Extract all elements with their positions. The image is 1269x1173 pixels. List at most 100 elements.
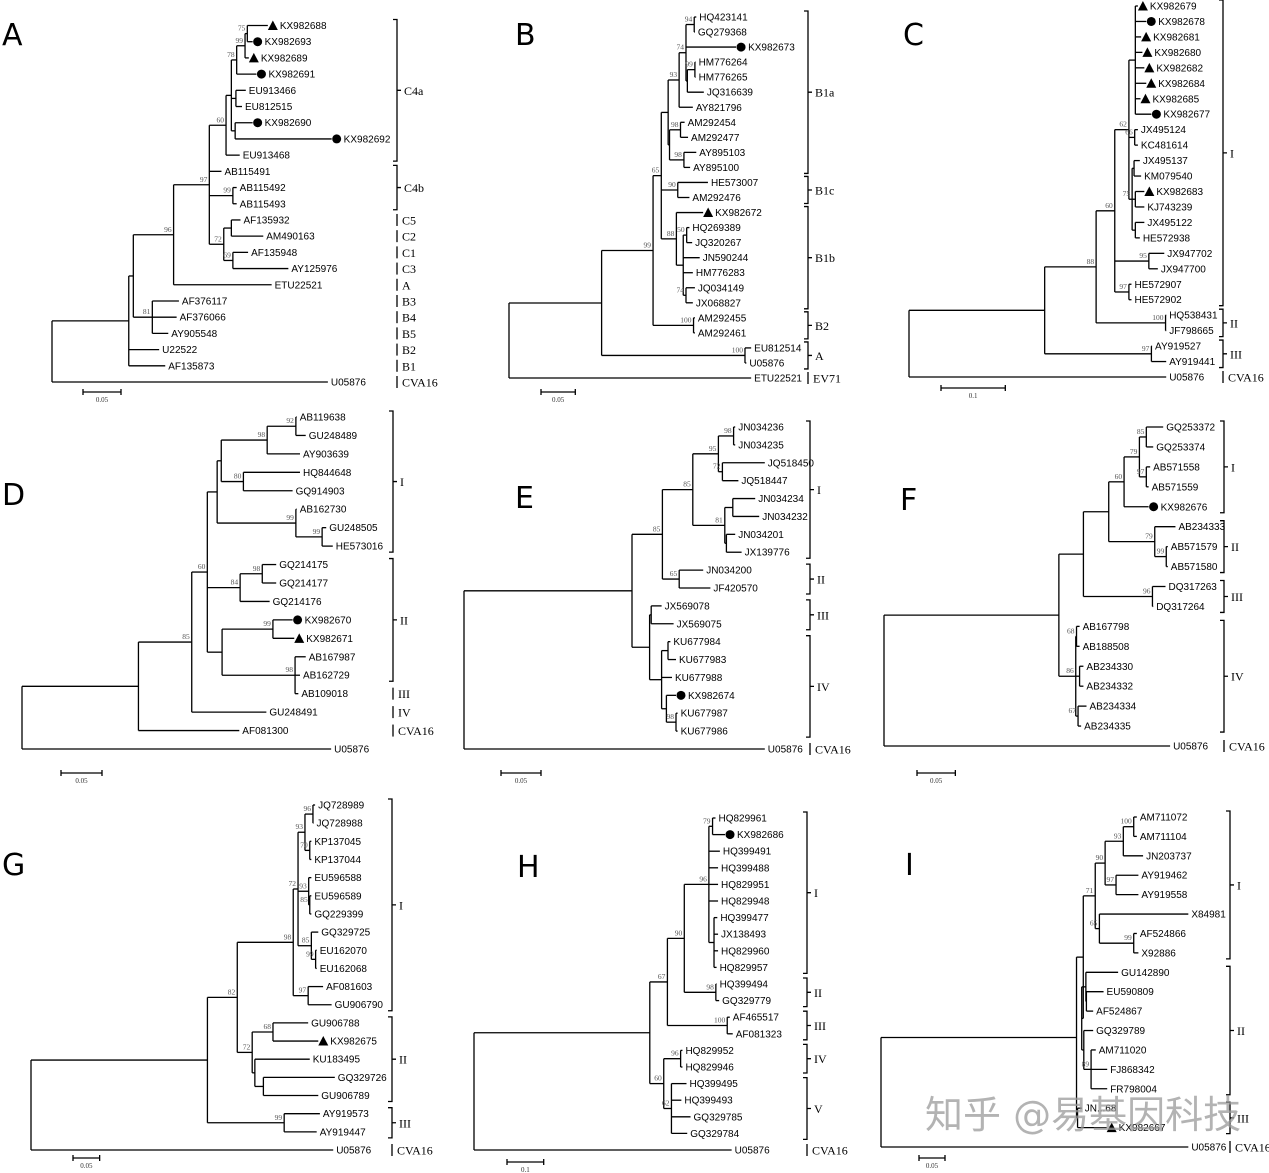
taxon-label: EU162070 — [320, 946, 368, 957]
bootstrap-value: 88 — [1087, 257, 1095, 266]
clade-label: CVA16 — [812, 1144, 848, 1158]
clade-label: B2 — [402, 343, 416, 357]
circle-marker-icon — [1151, 109, 1161, 119]
clade-bracket — [389, 410, 397, 553]
triangle-marker-icon — [294, 633, 305, 643]
scale-bar — [82, 389, 122, 395]
taxon-label: U05876 — [1191, 1143, 1226, 1154]
clade-label: I — [814, 886, 818, 900]
scale-bar — [72, 1155, 101, 1161]
taxon-label: KX982675 — [330, 1037, 377, 1048]
taxon-label: KX982670 — [305, 615, 352, 626]
clade-label: II — [1237, 1024, 1245, 1038]
clade-bracket — [1219, 0, 1227, 307]
clade-bracket — [806, 563, 814, 595]
taxon-label: AF524866 — [1140, 929, 1187, 940]
taxon-label: KU677984 — [673, 637, 721, 648]
bootstrap-value: 96 — [303, 804, 311, 813]
taxon-label: AB234334 — [1089, 702, 1136, 713]
taxon-label: GQ214176 — [273, 597, 322, 608]
clade-label: B5 — [402, 327, 416, 341]
taxon-label: HQ829960 — [721, 946, 770, 957]
clade-label: I — [399, 898, 403, 912]
bootstrap-value: 94 — [685, 15, 693, 24]
triangle-marker-icon — [1141, 31, 1152, 42]
taxon-label: KC481614 — [1141, 141, 1189, 152]
bootstrap-value: 85 — [1137, 427, 1145, 436]
taxon-label: JQ316639 — [707, 88, 754, 99]
bootstrap-value: 100 — [680, 315, 692, 324]
bootstrap-value: 97 — [299, 986, 307, 995]
clade-bracket — [393, 164, 401, 211]
clade-bracket — [1220, 619, 1228, 733]
clade-bracket — [1220, 520, 1228, 574]
taxon-label: KX982673 — [748, 43, 795, 54]
taxon-label: HQ829948 — [721, 897, 770, 908]
taxon-label: AF376066 — [180, 313, 227, 324]
bootstrap-value: 90 — [675, 928, 683, 937]
clade-bracket — [388, 1107, 396, 1139]
bootstrap-value: 79 — [1130, 447, 1138, 456]
taxon-label: EU812515 — [245, 102, 293, 113]
taxon-label: X84981 — [1191, 910, 1226, 921]
tree-panel-c: C KX982679 KX982678 KX982681 KX982680 KX98268… — [903, 0, 1264, 400]
taxon-label: AF135932 — [243, 215, 290, 226]
tree-panel-i: I AM711072 AM711104 100 JN203737 93 AY919462 AY… — [880, 810, 1269, 1170]
taxon-label: KX982689 — [261, 53, 308, 64]
clade-label: IV — [1231, 670, 1244, 684]
clade-label: C2 — [402, 230, 416, 244]
taxon-label: KX982672 — [715, 208, 762, 219]
bootstrap-value: 98 — [253, 564, 261, 573]
clade-label: III — [814, 1019, 826, 1033]
taxon-label: EU913468 — [243, 151, 291, 162]
clade-label: III — [399, 1116, 411, 1130]
triangle-marker-icon — [1142, 47, 1153, 57]
taxon-label: KX982693 — [265, 37, 312, 48]
taxon-label: JN034235 — [738, 440, 784, 451]
taxon-label: AY895100 — [693, 163, 739, 174]
clade-label: IV — [814, 1052, 827, 1066]
taxon-label: U05876 — [336, 1146, 371, 1157]
taxon-label: GU248489 — [309, 431, 358, 442]
circle-marker-icon — [256, 69, 266, 79]
clade-label: III — [398, 687, 410, 701]
clade-label: A — [402, 278, 411, 292]
taxon-label: KU677987 — [681, 709, 729, 720]
taxon-label: X92886 — [1141, 948, 1176, 959]
bootstrap-value: 88 — [667, 229, 675, 238]
taxon-label: EU596588 — [314, 873, 362, 884]
clade-label: B4 — [402, 311, 416, 325]
taxon-label: KM079540 — [1144, 172, 1193, 183]
bootstrap-value: 99 — [306, 949, 314, 958]
taxon-label: AY919558 — [1141, 890, 1187, 901]
triangle-marker-icon — [1144, 62, 1155, 73]
bootstrap-value: 72 — [713, 462, 721, 471]
taxon-label: JF798665 — [1169, 326, 1214, 337]
bootstrap-value: 60 — [1115, 472, 1123, 481]
clade-label: II — [817, 573, 825, 587]
clade-bracket — [803, 977, 811, 1008]
bootstrap-value: 68 — [1067, 626, 1075, 635]
taxon-label: AY919441 — [1169, 357, 1215, 368]
bootstrap-value: 99 — [1157, 547, 1165, 556]
taxon-label: KX982688 — [280, 21, 327, 32]
taxon-label: HQ399493 — [684, 1096, 733, 1107]
taxon-label: AB234330 — [1086, 662, 1133, 673]
bootstrap-value: 85 — [653, 524, 661, 533]
bootstrap-value: 79 — [703, 816, 711, 825]
taxon-label: JX495122 — [1147, 218, 1192, 229]
clade-bracket — [804, 205, 812, 310]
clade-label: II — [814, 986, 822, 1000]
taxon-label: JX139776 — [745, 548, 790, 559]
scale-bar — [918, 1155, 946, 1161]
taxon-label: AF524867 — [1096, 1007, 1143, 1018]
bootstrap-value: 96 — [164, 225, 172, 234]
taxon-label: GQ229399 — [314, 909, 363, 920]
bootstrap-value: 84 — [231, 578, 239, 587]
bootstrap-value: 70 — [300, 840, 308, 849]
triangle-marker-icon — [1140, 93, 1151, 104]
clade-label: I — [1231, 460, 1235, 474]
taxon-label: HM776264 — [699, 58, 748, 69]
panel-letter: D — [2, 478, 25, 513]
taxon-label: JQ518447 — [741, 476, 788, 487]
